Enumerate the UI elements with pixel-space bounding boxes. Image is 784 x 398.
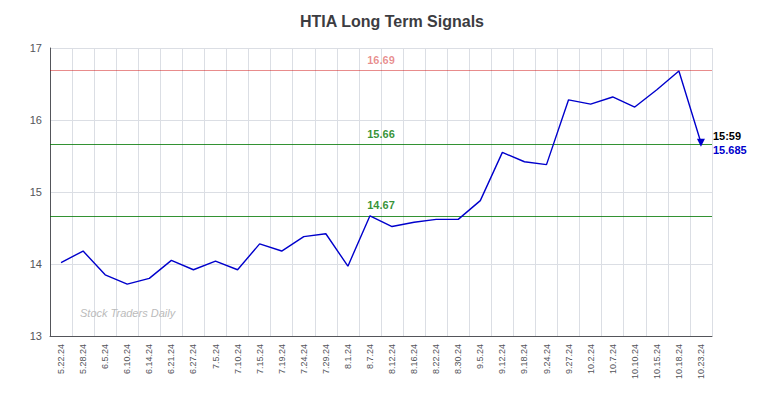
svg-text:7.24.24: 7.24.24	[299, 344, 309, 374]
svg-text:8.1.24: 8.1.24	[343, 344, 353, 369]
svg-text:9.5.24: 9.5.24	[475, 344, 485, 369]
svg-text:8.30.24: 8.30.24	[453, 344, 463, 374]
svg-text:16.69: 16.69	[367, 54, 395, 66]
svg-text:8.7.24: 8.7.24	[365, 344, 375, 369]
svg-text:8.12.24: 8.12.24	[387, 344, 397, 374]
svg-text:6.14.24: 6.14.24	[144, 344, 154, 374]
svg-text:7.29.24: 7.29.24	[321, 344, 331, 374]
svg-text:10.23.24: 10.23.24	[696, 344, 706, 379]
svg-text:7.5.24: 7.5.24	[211, 344, 221, 369]
svg-text:9.12.24: 9.12.24	[497, 344, 507, 374]
svg-text:7.15.24: 7.15.24	[255, 344, 265, 374]
svg-text:10.18.24: 10.18.24	[674, 344, 684, 379]
svg-text:14.67: 14.67	[367, 199, 395, 211]
svg-text:9.24.24: 9.24.24	[542, 344, 552, 374]
svg-text:8.22.24: 8.22.24	[431, 344, 441, 374]
svg-text:13: 13	[30, 330, 42, 342]
svg-text:5.28.24: 5.28.24	[78, 344, 88, 374]
svg-text:6.27.24: 6.27.24	[188, 344, 198, 374]
svg-text:10.15.24: 10.15.24	[652, 344, 662, 379]
svg-text:7.10.24: 7.10.24	[233, 344, 243, 374]
svg-text:15.66: 15.66	[367, 128, 395, 140]
svg-text:6.21.24: 6.21.24	[166, 344, 176, 374]
svg-text:16: 16	[30, 114, 42, 126]
svg-text:8.16.24: 8.16.24	[409, 344, 419, 374]
svg-text:9.27.24: 9.27.24	[564, 344, 574, 374]
svg-text:10.2.24: 10.2.24	[586, 344, 596, 374]
svg-text:5.22.24: 5.22.24	[56, 344, 66, 374]
svg-text:10.10.24: 10.10.24	[630, 344, 640, 379]
svg-text:6.10.24: 6.10.24	[122, 344, 132, 374]
svg-text:7.19.24: 7.19.24	[277, 344, 287, 374]
svg-text:10.7.24: 10.7.24	[608, 344, 618, 374]
svg-text:17: 17	[30, 42, 42, 54]
svg-text:Stock Traders Daily: Stock Traders Daily	[80, 307, 177, 319]
svg-text:9.18.24: 9.18.24	[519, 344, 529, 374]
svg-text:6.5.24: 6.5.24	[100, 344, 110, 369]
svg-text:15: 15	[30, 186, 42, 198]
svg-text:15:59: 15:59	[713, 130, 741, 142]
svg-text:14: 14	[30, 258, 42, 270]
svg-text:HTIA Long Term Signals: HTIA Long Term Signals	[300, 13, 484, 30]
svg-text:15.685: 15.685	[713, 144, 747, 156]
